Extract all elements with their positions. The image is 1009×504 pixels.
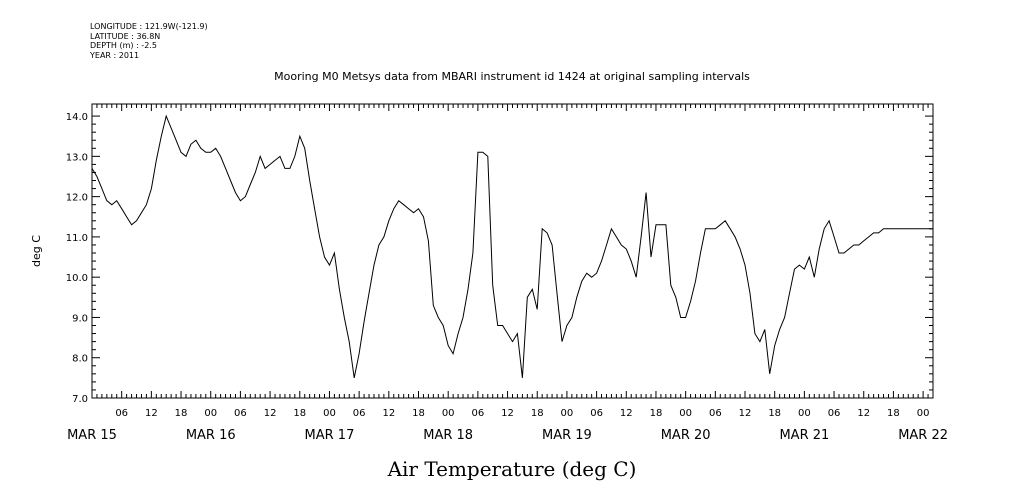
x-hour-label: 18 xyxy=(293,408,306,419)
x-hour-label: 06 xyxy=(472,408,485,419)
x-date-label: MAR 22 xyxy=(898,428,948,443)
x-date-label: MAR 15 xyxy=(67,428,117,443)
x-date-label: MAR 17 xyxy=(305,428,355,443)
y-tick-label: 13.0 xyxy=(66,152,88,163)
x-date-label: MAR 21 xyxy=(779,428,829,443)
plot-frame xyxy=(91,103,934,399)
x-hour-label: 00 xyxy=(798,408,811,419)
x-hour-label: 18 xyxy=(887,408,900,419)
y-tick-label: 11.0 xyxy=(66,233,88,244)
x-hour-label: 12 xyxy=(382,408,395,419)
y-axis-label: deg C xyxy=(30,235,43,267)
x-hour-label: 00 xyxy=(679,408,692,419)
x-hour-label: 00 xyxy=(917,408,930,419)
y-axis: 7.0 8.0 9.0 10.0 11.0 12.0 13.0 14.0 xyxy=(66,112,933,405)
x-hour-label: 18 xyxy=(768,408,781,419)
chart-title: Mooring M0 Metsys data from MBARI instru… xyxy=(274,70,750,83)
year-label: YEAR : 2011 xyxy=(90,50,140,60)
longitude-label: LONGITUDE : 121.9W(-121.9) xyxy=(90,22,208,31)
air-temperature-series-line xyxy=(91,114,933,378)
x-hour-label: 00 xyxy=(204,408,217,419)
x-hour-label: 06 xyxy=(590,408,603,419)
depth-label: DEPTH (m) : -2.5 xyxy=(90,41,157,50)
x-hour-label: 18 xyxy=(175,408,188,419)
x-hour-label: 12 xyxy=(501,408,514,419)
x-hour-label: 12 xyxy=(264,408,277,419)
x-axis: 06 12 18 00 06 12 18 00 06 12 18 00 06 12 18 00 06 12 18 00… xyxy=(67,104,948,443)
x-hour-label: 06 xyxy=(828,408,841,419)
x-hour-label: 00 xyxy=(323,408,336,419)
latitude-label: LATITUDE : 36.8N xyxy=(90,31,161,41)
x-date-label: MAR 18 xyxy=(423,428,473,443)
x-hour-label: 12 xyxy=(739,408,752,419)
y-tick-label: 9.0 xyxy=(72,313,88,324)
x-hour-label: 00 xyxy=(561,408,574,419)
x-hour-label: 12 xyxy=(145,408,158,419)
x-date-label: MAR 20 xyxy=(661,428,711,443)
x-hour-label: 18 xyxy=(650,408,663,419)
x-date-label: MAR 19 xyxy=(542,428,592,443)
x-hour-label: 06 xyxy=(115,408,128,419)
x-hour-label: 06 xyxy=(709,408,722,419)
station-metadata: LONGITUDE : 121.9W(-121.9) LATITUDE : 36… xyxy=(90,22,208,60)
y-tick-label: 8.0 xyxy=(72,354,88,365)
y-tick-label: 12.0 xyxy=(66,193,88,204)
x-hour-label: 18 xyxy=(531,408,544,419)
y-tick-label: 14.0 xyxy=(66,112,88,123)
x-hour-label: 06 xyxy=(353,408,366,419)
y-tick-label: 10.0 xyxy=(66,273,88,284)
x-hour-label: 00 xyxy=(442,408,455,419)
y-tick-label: 7.0 xyxy=(72,394,88,405)
x-date-label: MAR 16 xyxy=(186,428,236,443)
x-hour-label: 12 xyxy=(857,408,870,419)
x-axis-label: Air Temperature (deg C) xyxy=(387,457,637,481)
x-hour-label: 06 xyxy=(234,408,247,419)
x-hour-label: 12 xyxy=(620,408,633,419)
x-hour-label: 18 xyxy=(412,408,425,419)
